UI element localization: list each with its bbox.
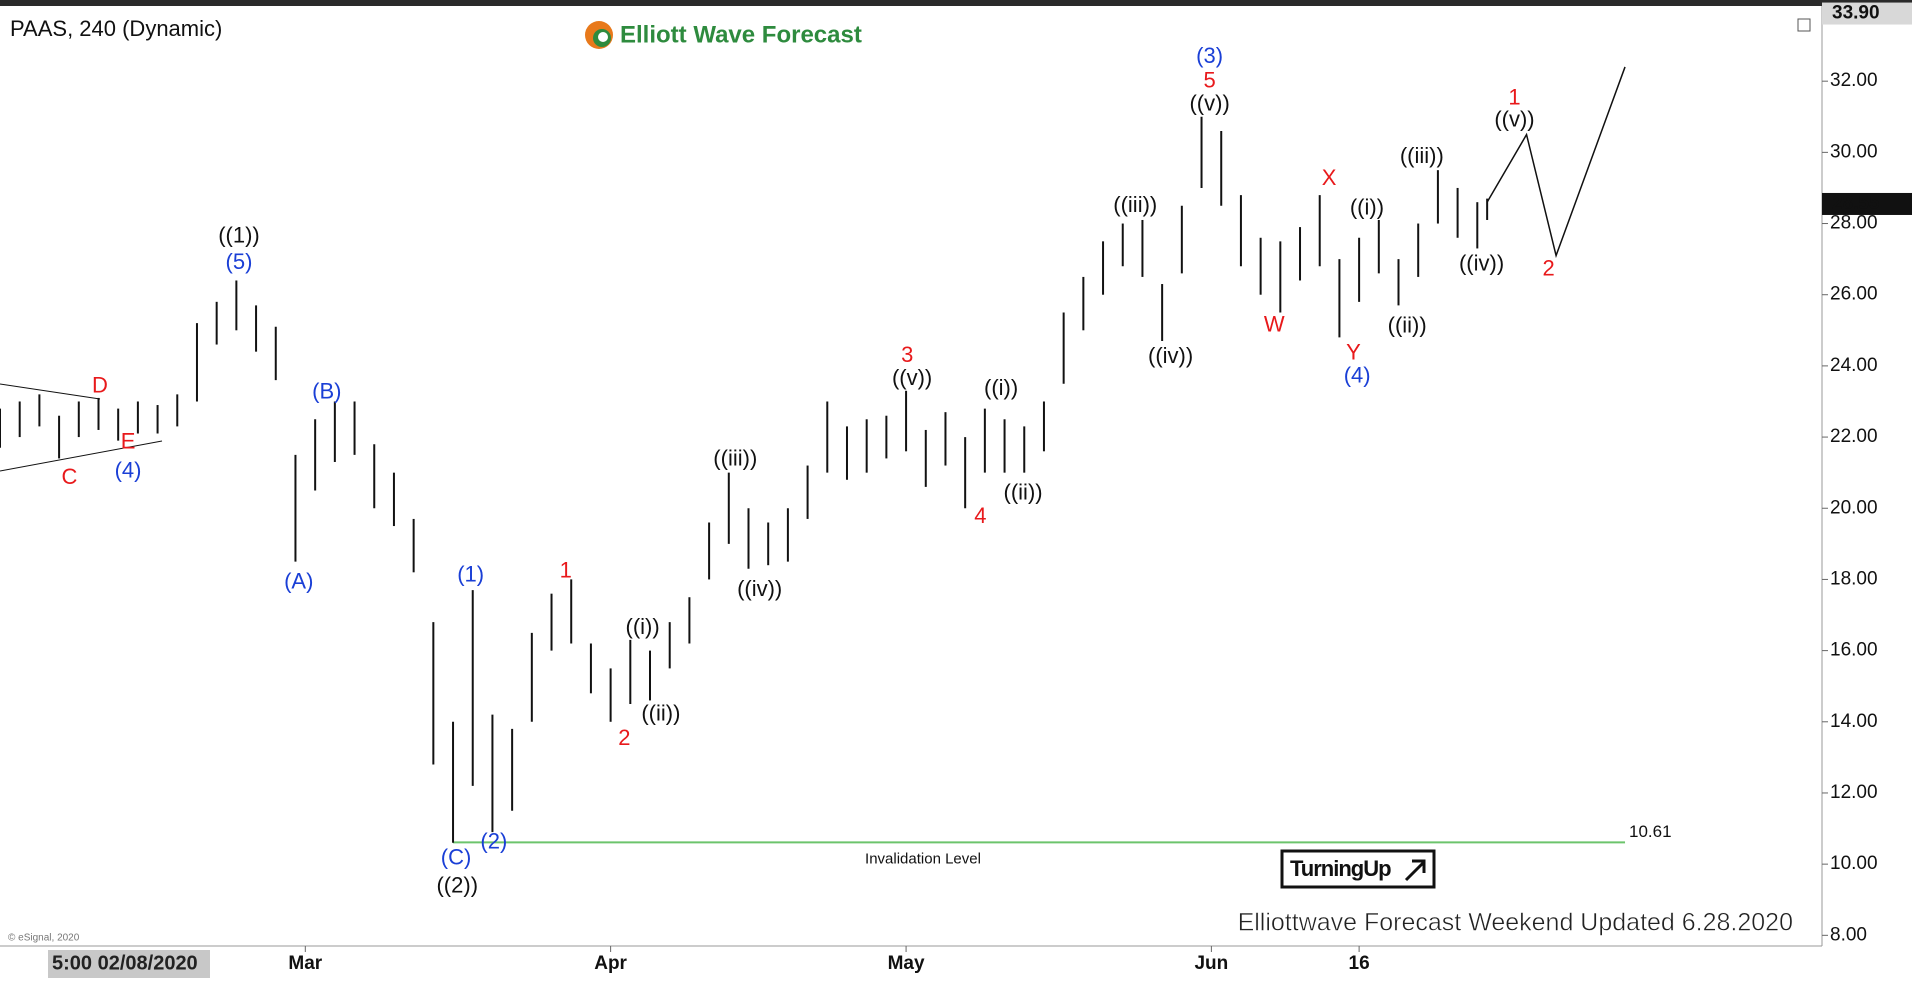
badge-arrow	[1404, 859, 1426, 882]
chart-title: PAAS, 240 (Dynamic)	[10, 16, 222, 41]
wave-label: Y	[1346, 339, 1361, 364]
invalidation-value: 10.61	[1629, 822, 1672, 841]
y-tick-label: 32.00	[1830, 70, 1878, 91]
y-tick-label: 18.00	[1830, 568, 1878, 589]
triangle-line	[0, 383, 101, 400]
wave-label: 1	[1508, 85, 1520, 110]
brand: Elliott Wave Forecast	[620, 21, 862, 48]
triangle-line	[0, 440, 163, 472]
y-tick-label: 30.00	[1830, 141, 1878, 162]
wave-label: 5	[1204, 68, 1216, 93]
footer: Elliottwave Forecast Weekend Updated 6.2…	[1238, 909, 1793, 937]
copyright: © eSignal, 2020	[8, 933, 80, 944]
wave-label: (4)	[1344, 363, 1371, 388]
top-bar	[0, 0, 1912, 6]
y-tick-label: 22.00	[1830, 426, 1878, 447]
wave-label: 2	[1542, 255, 1554, 280]
logo-icon	[598, 32, 608, 42]
wave-label: W	[1264, 311, 1285, 336]
wave-label: ((ii))	[641, 700, 680, 725]
wave-label: (5)	[226, 249, 253, 274]
badge-text: TurningUp	[1290, 856, 1391, 881]
wave-label: (C)	[441, 844, 472, 869]
wave-label: ((iii))	[713, 446, 757, 471]
wave-label: ((v))	[1494, 107, 1534, 132]
logo: Elliott Wave Forecast	[585, 21, 862, 49]
wave-label: D	[92, 372, 108, 397]
wave-label: E	[121, 428, 136, 453]
wave-label: ((2))	[436, 872, 478, 897]
price-mark-label: 33.90	[1832, 3, 1880, 24]
y-tick-label: 26.00	[1830, 284, 1878, 305]
wave-label: (3)	[1196, 43, 1223, 68]
wave-label: ((v))	[892, 365, 932, 390]
window-icon[interactable]	[1797, 18, 1811, 32]
wave-label: ((i))	[626, 614, 660, 639]
wave-label: 4	[974, 503, 986, 528]
y-tick-label: 20.00	[1830, 497, 1878, 518]
cursor-date: 5:00 02/08/2020	[52, 952, 198, 974]
wave-label: ((v))	[1189, 91, 1229, 116]
price-mark-box	[1822, 192, 1912, 215]
wave-label: ((iii))	[1400, 143, 1444, 168]
x-tick-label: Mar	[288, 953, 322, 974]
x-tick-label: May	[888, 953, 925, 974]
wave-label: ((i))	[984, 375, 1018, 400]
y-tick-label: 10.00	[1830, 853, 1878, 874]
x-tick-label: Apr	[594, 953, 627, 974]
wave-label: X	[1322, 165, 1337, 190]
price-mark-box	[1822, 2, 1912, 25]
wave-label: ((ii))	[1388, 313, 1427, 338]
wave-label: C	[62, 464, 78, 489]
projection-line	[1486, 66, 1626, 259]
invalidation-label: Invalidation Level	[865, 850, 981, 867]
wave-label: (1)	[457, 561, 484, 586]
y-tick-label: 28.00	[1830, 213, 1878, 234]
wave-label: ((i))	[1350, 194, 1384, 219]
y-tick-label: 8.00	[1830, 924, 1867, 945]
y-tick-label: 12.00	[1830, 782, 1878, 803]
wave-label: ((iv))	[1148, 343, 1193, 368]
price-mark-label: 28.55	[1832, 193, 1880, 214]
wave-label: 2	[618, 725, 630, 750]
wave-label: ((1))	[218, 222, 260, 247]
wave-label: ((iii))	[1113, 192, 1157, 217]
wave-label: (4)	[115, 458, 142, 483]
x-tick-label: 16	[1349, 953, 1370, 974]
wave-label: 1	[560, 558, 572, 583]
wave-label: ((ii))	[1004, 480, 1043, 505]
x-tick-label: Jun	[1194, 953, 1228, 974]
y-tick-label: 16.00	[1830, 640, 1878, 661]
y-tick-label: 24.00	[1830, 355, 1878, 376]
wave-label: (A)	[284, 569, 313, 594]
wave-label: ((iv))	[737, 576, 782, 601]
cursor-date-box	[48, 950, 210, 978]
wave-label: (B)	[312, 378, 341, 403]
wave-label: ((iv))	[1459, 250, 1504, 275]
y-tick-label: 14.00	[1830, 711, 1878, 732]
wave-label: 3	[901, 342, 913, 367]
wave-label: (2)	[480, 828, 507, 853]
badge-box	[1280, 849, 1436, 889]
badge: TurningUp	[1280, 849, 1436, 889]
